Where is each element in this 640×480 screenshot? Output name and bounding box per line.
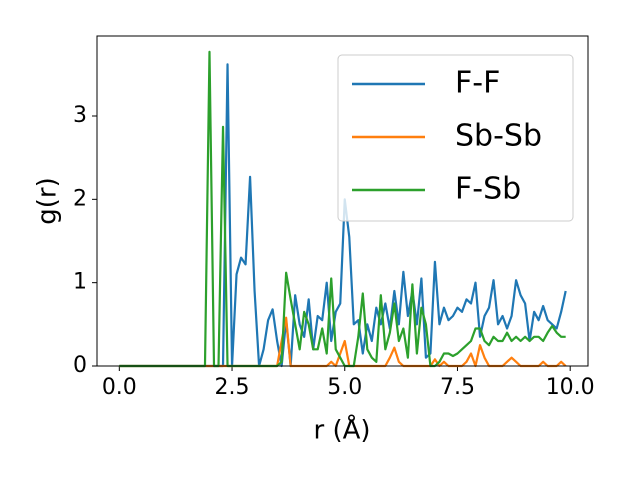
- x-tick-label: 0.0: [102, 375, 137, 400]
- legend-box: [337, 54, 574, 222]
- x-tick-label: 5.0: [327, 375, 362, 400]
- legend-label: F-Sb: [455, 172, 521, 207]
- x-axis-label: r (Å): [313, 414, 370, 446]
- y-axis-label: g(r): [33, 177, 63, 224]
- x-tick-label: 2.5: [215, 375, 250, 400]
- plot-frame: [96, 35, 589, 367]
- y-tick-label: 2: [73, 186, 87, 211]
- y-tick-label: 3: [73, 103, 87, 128]
- legend-label: Sb-Sb: [455, 119, 542, 154]
- x-tick-label: 7.5: [440, 375, 475, 400]
- y-tick-label: 1: [73, 270, 87, 295]
- legend-label: F-F: [455, 66, 500, 101]
- x-tick-label: 10.0: [546, 375, 595, 400]
- y-tick-label: 0: [73, 353, 87, 378]
